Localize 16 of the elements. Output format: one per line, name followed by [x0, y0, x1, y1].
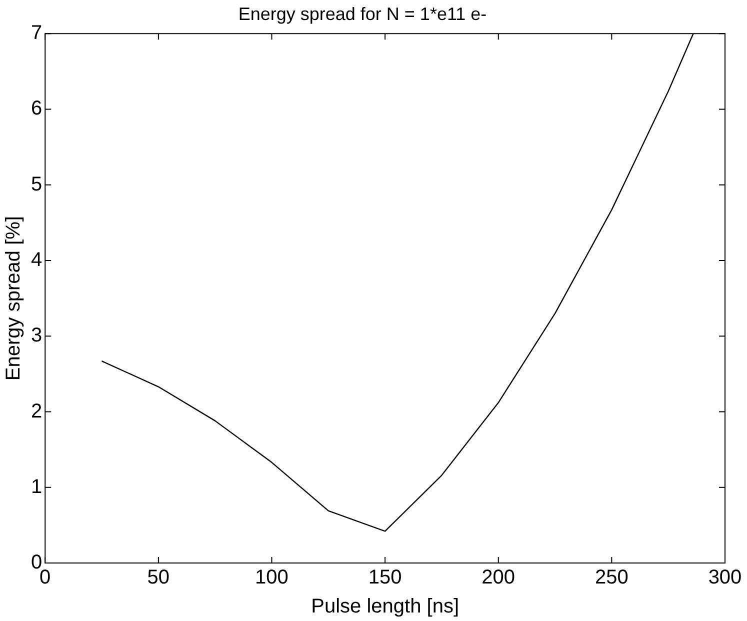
x-tick-label: 50	[147, 566, 170, 589]
y-axis-title: Energy spread [%]	[2, 216, 25, 381]
x-axis-title: Pulse length [ns]	[311, 596, 459, 618]
x-tick-label: 200	[482, 566, 516, 589]
y-tick-label: 3	[31, 324, 42, 347]
y-tick-label: 5	[31, 173, 42, 196]
x-tick-label: 150	[368, 566, 402, 589]
chart-title: Energy spread for N = 1*e11 e-	[238, 4, 487, 24]
y-tick-label: 1	[31, 476, 42, 498]
y-tick-label: 6	[31, 98, 42, 120]
y-tick-label: 4	[31, 249, 42, 271]
x-tick-label: 250	[595, 566, 628, 589]
x-tick-label: 300	[708, 566, 742, 589]
x-tick-label: 100	[255, 566, 288, 589]
y-tick-label: 2	[31, 400, 42, 422]
y-tick-label: 7	[31, 22, 42, 44]
